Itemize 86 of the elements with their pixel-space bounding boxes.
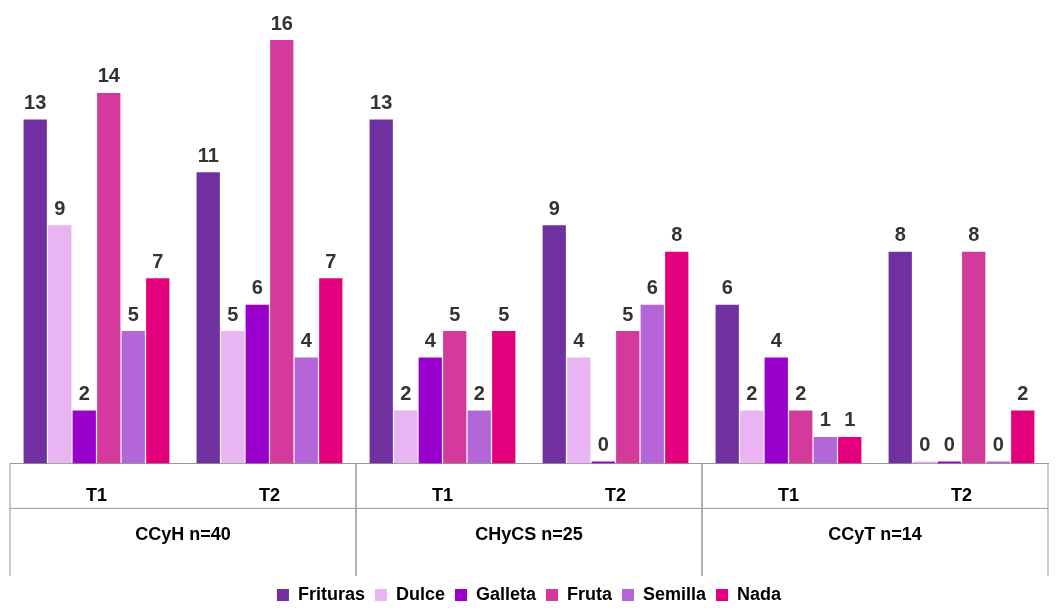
bar xyxy=(196,172,220,464)
legend-label: Dulce xyxy=(395,583,445,604)
bar xyxy=(245,304,269,464)
x-tick-label: T2 xyxy=(604,485,627,506)
bar xyxy=(221,331,245,464)
data-label: 6 xyxy=(251,276,263,299)
bar xyxy=(640,304,664,464)
bar xyxy=(369,119,393,464)
data-label: 7 xyxy=(325,249,337,272)
text: CCyH n=40 xyxy=(135,524,231,545)
data-label: 4 xyxy=(573,329,586,352)
data-label: 8 xyxy=(671,223,683,246)
bar xyxy=(443,331,467,464)
data-label: 5 xyxy=(498,302,510,325)
data-label: 2 xyxy=(78,381,90,404)
text: CCyT n=14 xyxy=(828,524,922,545)
bar xyxy=(888,251,912,464)
bar xyxy=(813,436,837,464)
bar xyxy=(567,357,591,464)
legend-label: Frituras xyxy=(297,583,365,604)
data-label: 8 xyxy=(968,223,980,246)
legend-label: Semilla xyxy=(643,583,708,604)
data-label: 1 xyxy=(844,408,856,431)
bar xyxy=(48,225,72,464)
data-label: 2 xyxy=(473,381,485,404)
bar xyxy=(591,461,615,464)
data-label: 4 xyxy=(300,329,313,352)
bar xyxy=(962,251,986,464)
bar xyxy=(665,251,689,464)
legend-label: Fruta xyxy=(567,583,613,604)
data-label: 5 xyxy=(227,302,239,325)
data-label: 0 xyxy=(919,432,931,455)
data-label: 0 xyxy=(943,432,955,455)
data-label: 6 xyxy=(721,276,733,299)
data-label: 4 xyxy=(424,329,437,352)
x-tick-label: T1 xyxy=(431,485,454,506)
bar xyxy=(467,410,491,464)
data-label: 5 xyxy=(449,302,461,325)
bar xyxy=(72,410,96,464)
data-label: 2 xyxy=(795,381,807,404)
legend-label: Galleta xyxy=(475,583,537,604)
data-label: 2 xyxy=(746,381,758,404)
bar xyxy=(121,331,145,464)
x-tick-label: T1 xyxy=(777,485,800,506)
x-tick-label: T2 xyxy=(950,485,973,506)
data-label: 2 xyxy=(400,381,412,404)
data-label: 16 xyxy=(270,11,293,34)
data-label: 0 xyxy=(992,432,1004,455)
data-label: 7 xyxy=(152,249,164,272)
bar xyxy=(319,278,343,464)
bar xyxy=(492,331,516,464)
data-label: 9 xyxy=(548,196,560,219)
bar xyxy=(740,410,764,464)
bar xyxy=(542,225,566,464)
data-label: 6 xyxy=(646,276,658,299)
bar xyxy=(418,357,442,464)
x-tick-label: T1 xyxy=(85,485,108,506)
bar xyxy=(616,331,640,464)
bar xyxy=(715,304,739,464)
bar xyxy=(394,410,418,464)
text: CHyCS n=25 xyxy=(475,524,583,545)
data-label: 5 xyxy=(127,302,139,325)
bar xyxy=(838,436,862,464)
bar xyxy=(937,461,961,464)
bar xyxy=(23,119,47,464)
bar xyxy=(97,92,121,464)
data-label: 13 xyxy=(24,90,47,113)
bar xyxy=(789,410,813,464)
data-label: 9 xyxy=(54,196,66,219)
bar xyxy=(986,461,1010,464)
bar xyxy=(764,357,788,464)
data-label: 2 xyxy=(1017,381,1029,404)
data-label: 13 xyxy=(370,90,393,113)
data-label: 4 xyxy=(770,329,783,352)
data-label: 0 xyxy=(597,432,609,455)
data-label: 14 xyxy=(97,64,121,87)
bar xyxy=(1011,410,1035,464)
x-tick-label: T2 xyxy=(258,485,281,506)
legend-label: Nada xyxy=(737,583,783,604)
bar xyxy=(294,357,318,464)
data-label: 8 xyxy=(894,223,906,246)
data-label: 5 xyxy=(622,302,634,325)
data-label: 11 xyxy=(197,143,219,166)
bar xyxy=(270,40,294,464)
data-label: 1 xyxy=(819,408,831,431)
bar xyxy=(146,278,170,464)
